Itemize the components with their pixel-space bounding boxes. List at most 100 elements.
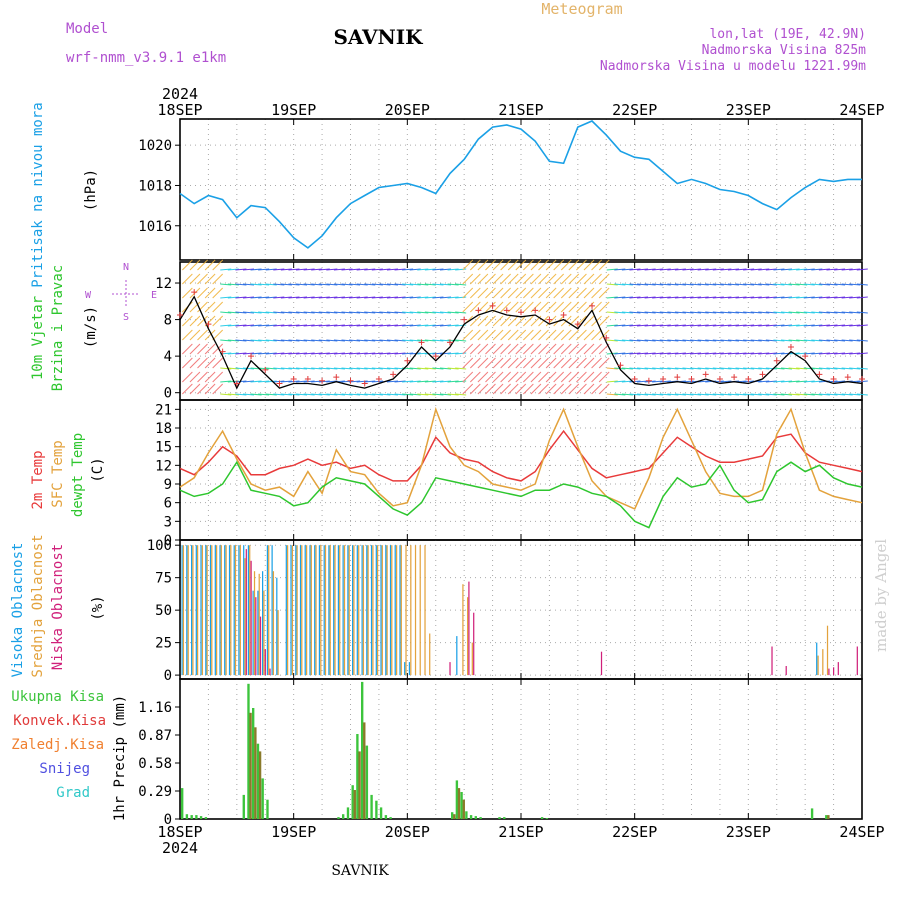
gust-marker <box>489 302 496 309</box>
wind-barb <box>356 352 368 355</box>
cloud-bar <box>250 560 252 676</box>
wind-barb <box>288 393 300 396</box>
cloud-bar <box>191 545 193 676</box>
wind-barb <box>273 339 285 342</box>
compass-w: W <box>85 290 92 301</box>
wind-barb <box>242 268 255 271</box>
gust-marker <box>688 375 695 382</box>
wind-barb <box>856 393 868 396</box>
wind-barb <box>705 367 717 370</box>
wind-barb <box>856 324 868 327</box>
wind-barb <box>197 343 208 355</box>
wind-barb <box>697 339 709 342</box>
wind-barb <box>220 324 232 327</box>
wind-barb <box>447 311 459 314</box>
wind-barb <box>568 371 580 383</box>
cloud-bar <box>366 545 368 676</box>
wind-barb <box>712 283 724 286</box>
gust-marker <box>375 375 382 382</box>
precip-bar <box>370 794 373 819</box>
wind-barb <box>614 296 626 299</box>
gust-marker <box>830 375 837 382</box>
wind-barb <box>659 268 671 271</box>
wind-barb <box>182 273 193 285</box>
wind-barb <box>720 367 732 370</box>
wind-barb <box>432 367 444 370</box>
cloud-bar <box>324 545 327 676</box>
wind-barb <box>568 343 580 355</box>
wind-barb <box>364 367 376 370</box>
wind-barb <box>500 329 511 341</box>
wind-barb <box>545 371 557 383</box>
wind-barb <box>690 283 702 286</box>
wind-barb <box>652 324 664 327</box>
gust-marker <box>546 316 553 323</box>
precip-bar <box>479 817 482 819</box>
wind-barb <box>659 339 671 342</box>
wind-barb <box>765 311 777 314</box>
gust-marker <box>787 343 794 350</box>
gust-marker <box>574 321 581 328</box>
gust-marker <box>859 375 865 382</box>
wind-barb <box>515 383 527 395</box>
time-label-bottom: 19SEP <box>271 823 316 841</box>
wind-barb <box>424 324 436 327</box>
wind-barb <box>690 324 702 327</box>
wind-barb <box>591 357 602 369</box>
wind-barb <box>780 380 793 383</box>
wind-barb <box>303 339 315 342</box>
wind-barb <box>849 393 861 396</box>
wind-barb <box>341 352 353 355</box>
wind-barb <box>530 259 542 271</box>
wind-barb <box>356 268 368 271</box>
wind-barb <box>765 393 777 396</box>
wind-barb <box>591 301 602 313</box>
wind-barb <box>621 311 633 314</box>
y-tick-label: 25 <box>155 636 172 652</box>
wind-barb <box>758 367 770 370</box>
precip-bar <box>365 745 369 819</box>
wind-barb <box>674 324 686 327</box>
wind-barb <box>341 367 353 370</box>
wind-barb <box>492 357 504 369</box>
wind-barb <box>780 268 793 271</box>
wind-barb <box>280 380 292 383</box>
wind-barb <box>439 352 452 355</box>
cloud-bar <box>253 571 256 676</box>
wind-barb <box>553 383 565 395</box>
wind-barb <box>780 324 793 327</box>
wind-barb <box>409 393 421 396</box>
precip-bar <box>379 807 383 819</box>
wind-barb <box>417 296 429 299</box>
cloud-bar <box>339 545 341 676</box>
wind-barb <box>295 268 308 271</box>
panel-pressure: 1016 1018 1020 <box>138 118 863 261</box>
wind-barb <box>432 324 444 327</box>
wind-barb <box>500 371 511 383</box>
wind-barb <box>379 367 391 370</box>
wind-barb <box>849 367 861 370</box>
gust-marker <box>418 339 425 346</box>
wind-barb <box>538 357 549 369</box>
wind-barb <box>598 259 610 271</box>
wind-barb <box>614 352 626 355</box>
wind-barb <box>545 357 557 369</box>
wind-barb <box>659 311 671 314</box>
wind-barb <box>197 371 208 383</box>
wind-barb <box>507 287 519 299</box>
wind-barb <box>758 324 770 327</box>
wind-barb <box>492 259 504 271</box>
wind-barb <box>492 343 504 355</box>
wind-barb <box>614 380 626 383</box>
wind-barb <box>735 339 747 342</box>
y-tick-label: 0 <box>164 533 172 549</box>
wind-barb <box>379 352 391 355</box>
y-tick-label: 0.58 <box>138 756 172 772</box>
gust-marker <box>802 353 809 360</box>
wind-barb <box>303 324 315 327</box>
cloud-bar <box>320 545 322 676</box>
wind-barb <box>598 315 610 327</box>
wind-barb <box>841 311 853 314</box>
wind-barb <box>629 324 641 327</box>
gust-marker <box>603 334 610 341</box>
